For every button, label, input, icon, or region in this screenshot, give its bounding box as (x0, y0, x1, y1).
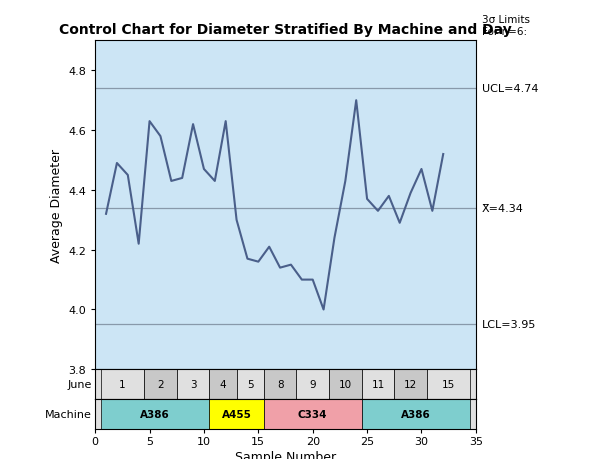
Text: 8: 8 (277, 380, 284, 389)
Text: A386: A386 (401, 409, 431, 419)
Bar (264, 399, 362, 429)
Text: Machine: Machine (45, 409, 92, 419)
Bar (101, 369, 144, 399)
Text: 11: 11 (371, 380, 384, 389)
Text: June: June (68, 380, 92, 389)
Title: Control Chart for Diameter Stratified By Machine and Day: Control Chart for Diameter Stratified By… (59, 23, 512, 37)
Bar (297, 369, 329, 399)
Text: X̅=4.34: X̅=4.34 (482, 203, 524, 213)
Text: 3: 3 (190, 380, 196, 389)
X-axis label: Sample Number: Sample Number (235, 450, 336, 459)
Y-axis label: Average Diameter: Average Diameter (50, 149, 63, 262)
Bar (362, 369, 394, 399)
Text: 9: 9 (309, 380, 316, 389)
Bar (427, 369, 470, 399)
Bar (209, 369, 236, 399)
Bar (362, 399, 470, 429)
Text: C334: C334 (298, 409, 327, 419)
Text: 12: 12 (404, 380, 418, 389)
Bar (101, 399, 209, 429)
Bar (209, 399, 264, 429)
Text: LCL=3.95: LCL=3.95 (482, 320, 537, 330)
Bar (329, 369, 362, 399)
Text: 2: 2 (157, 380, 164, 389)
Bar (264, 369, 297, 399)
Text: 1: 1 (119, 380, 126, 389)
Bar (144, 369, 177, 399)
Text: 5: 5 (247, 380, 254, 389)
Bar (394, 369, 427, 399)
Text: A386: A386 (140, 409, 170, 419)
Text: 15: 15 (442, 380, 456, 389)
Text: 3σ Limits
For n=6:: 3σ Limits For n=6: (482, 15, 530, 37)
Bar (177, 369, 209, 399)
Text: UCL=4.74: UCL=4.74 (482, 84, 538, 94)
Text: 10: 10 (339, 380, 352, 389)
Text: 4: 4 (220, 380, 227, 389)
Bar (236, 369, 264, 399)
Text: A455: A455 (222, 409, 252, 419)
